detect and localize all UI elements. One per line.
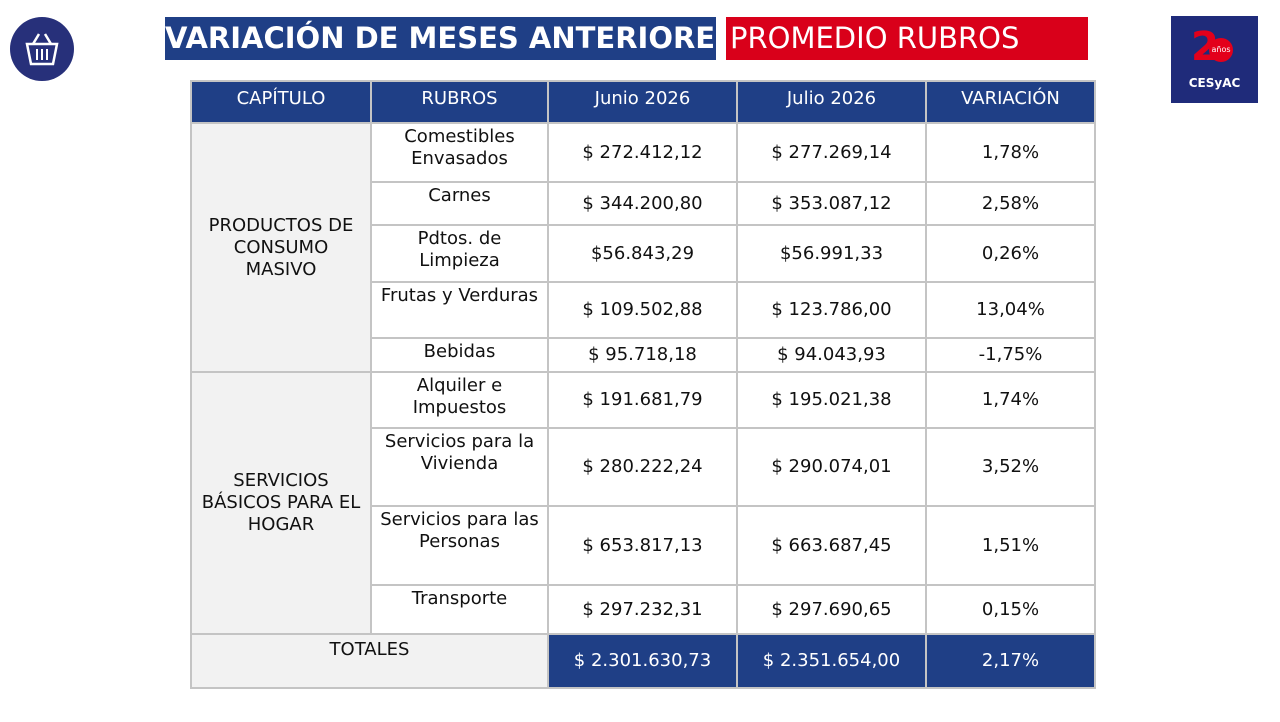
column-header: VARIACIÓN — [927, 82, 1094, 122]
title: VARIACIÓN DE MESES ANTERIORES — [165, 17, 716, 60]
value: $ 663.687,45 — [738, 507, 925, 584]
item: Comestibles Envasados — [372, 124, 547, 181]
value: $ 272.412,12 — [549, 124, 736, 181]
table-row: Frutas y Verduras $ 109.502,88 $ 123.786,0… — [192, 283, 1094, 337]
value: $ 95.718,18 — [549, 339, 736, 371]
item: Frutas y Verduras — [372, 283, 547, 337]
item: Alquiler e Impuestos — [372, 373, 547, 427]
value: 2,58% — [927, 183, 1094, 224]
logo-name: CESyAC — [1188, 76, 1241, 90]
totals-label: TOTALES — [192, 635, 547, 687]
item: Transporte — [372, 586, 547, 633]
value: 1,51% — [927, 507, 1094, 584]
value: $ 297.690,65 — [738, 586, 925, 633]
value: $ 353.087,12 — [738, 183, 925, 224]
value: 3,52% — [927, 429, 1094, 505]
table-row: Pdtos. de Limpieza $56.843,29 $56.991,33 0,… — [192, 226, 1094, 281]
basket-icon — [10, 17, 74, 81]
value: $ 195.021,38 — [738, 373, 925, 427]
item: Servicios para la Vivienda — [372, 429, 547, 505]
column-header: Julio 2026 — [738, 82, 925, 122]
total-value: $ 2.301.630,73 — [549, 635, 736, 687]
value: $ 191.681,79 — [549, 373, 736, 427]
value: $56.843,29 — [549, 226, 736, 281]
table-row: Bebidas $ 95.718,18 $ 94.043,93 -1,75% — [192, 339, 1094, 371]
table-row: Servicios para la Vivienda $ 280.222,24 $ … — [192, 429, 1094, 505]
chapter: PRODUCTOS DE CONSUMO MASIVO — [192, 124, 370, 371]
value: $ 109.502,88 — [549, 283, 736, 337]
item: Carnes — [372, 183, 547, 224]
table-row: PRODUCTOS DE CONSUMO MASIVO Comestibles E… — [192, 124, 1094, 371]
table-row: TOTALES $ 2.301.630,73 $ 2.351.654,00 2,17% — [192, 635, 1094, 687]
data-table: CAPÍTULO RUBROS Junio 2026 Julio 2026 VARIAC… — [190, 80, 1096, 689]
table-row: SERVICIOS BÁSICOS PARA EL HOGAR Alquiler … — [192, 373, 1094, 633]
item: Bebidas — [372, 339, 547, 371]
value: $ 290.074,01 — [738, 429, 925, 505]
value: 0,15% — [927, 586, 1094, 633]
value: $ 277.269,14 — [738, 124, 925, 181]
table-row: CAPÍTULO RUBROS Junio 2026 Julio 2026 VARIAC… — [192, 82, 1094, 122]
value: $ 94.043,93 — [738, 339, 925, 371]
table-row: Servicios para las Personas $ 653.817,13 $… — [192, 507, 1094, 584]
value: $ 653.817,13 — [549, 507, 736, 584]
chapter: SERVICIOS BÁSICOS PARA EL HOGAR — [192, 373, 370, 633]
value: $ 344.200,80 — [549, 183, 736, 224]
item: Servicios para las Personas — [372, 507, 547, 584]
value: $ 297.232,31 — [549, 586, 736, 633]
value: $ 280.222,24 — [549, 429, 736, 505]
value: $56.991,33 — [738, 226, 925, 281]
value: 13,04% — [927, 283, 1094, 337]
value: 0,26% — [927, 226, 1094, 281]
column-header: RUBROS — [372, 82, 547, 122]
table-row: Carnes $ 344.200,80 $ 353.087,12 2,58% — [192, 183, 1094, 224]
logo: 2 años CESyAC — [1171, 16, 1258, 103]
value: 1,78% — [927, 124, 1094, 181]
subtitle: PROMEDIO RUBROS — [726, 17, 1088, 60]
logo-text: años — [1209, 38, 1233, 62]
column-header: Junio 2026 — [549, 82, 736, 122]
value: 1,74% — [927, 373, 1094, 427]
value: -1,75% — [927, 339, 1094, 371]
value: $ 123.786,00 — [738, 283, 925, 337]
total-value: $ 2.351.654,00 — [738, 635, 925, 687]
item: Pdtos. de Limpieza — [372, 226, 547, 281]
table-row: Transporte $ 297.232,31 $ 297.690,65 0,15% — [192, 586, 1094, 633]
column-header: CAPÍTULO — [192, 82, 370, 122]
total-value: 2,17% — [927, 635, 1094, 687]
